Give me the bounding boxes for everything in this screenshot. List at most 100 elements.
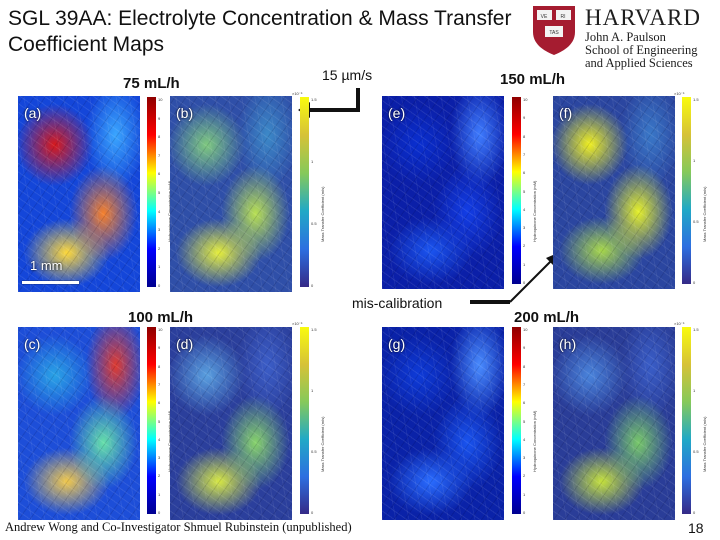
colorbar-tick: 0 xyxy=(311,283,314,288)
flow-rate-200: 200 mL/h xyxy=(514,309,580,326)
colorbar-tick: 2 xyxy=(158,473,161,479)
colorbar-tick: 5 xyxy=(158,418,161,424)
colorbar-tick: 6 xyxy=(158,171,161,177)
flow-rate-150: 150 mL/h xyxy=(500,71,566,88)
colorbar-tick: 2 xyxy=(523,243,526,249)
colorbar-tick: 8 xyxy=(158,363,161,369)
colorbar-e xyxy=(512,97,521,284)
map-panel-b: (b) xyxy=(170,96,292,292)
colorbar-tick: 3 xyxy=(158,227,161,233)
colorbar-tick: 0 xyxy=(523,510,526,515)
colorbar-b xyxy=(300,97,309,287)
map-panel-a: (a) xyxy=(18,96,140,292)
colorbar-tick: 5 xyxy=(523,418,526,424)
scale-bar xyxy=(22,281,79,284)
miscalibration-label: mis-calibration xyxy=(352,295,443,311)
flow-rate-75: 75 mL/h xyxy=(123,75,180,92)
colorbar-tick: 0.5 xyxy=(311,221,317,226)
map-panel-f: (f) xyxy=(553,96,675,289)
colorbar-tick: 3 xyxy=(158,455,161,461)
map-panel-d: (d) xyxy=(170,327,292,520)
colorbar-tick: 10 xyxy=(523,97,528,102)
colorbar-tick: 5 xyxy=(523,188,526,194)
colorbar-tick: 10 xyxy=(158,97,163,102)
colorbar-tick: 7 xyxy=(158,381,161,387)
colorbar-tick: 10 xyxy=(523,327,528,332)
colorbar-axis-label: Mass Transfer Coefficient (m/s) xyxy=(320,416,325,473)
slide-title: SGL 39AA: Electrolyte Concentration & Ma… xyxy=(8,7,512,56)
colorbar-tick: 3 xyxy=(523,455,526,461)
colorbar-tick: 1 xyxy=(523,261,526,267)
colorbar-tick: 3 xyxy=(523,225,526,231)
colorbar-tick: 1 xyxy=(693,158,696,163)
colorbar-d xyxy=(300,327,309,514)
colorbar-tick: 6 xyxy=(523,170,526,176)
colorbar-tick: 8 xyxy=(523,133,526,139)
colorbar-axis-label: Hydroquinone Concentration (mM) xyxy=(532,180,537,242)
colorbar-tick: 1 xyxy=(311,159,314,164)
colorbar-tick: 0 xyxy=(693,280,696,285)
colorbar-tick: 5 xyxy=(158,190,161,195)
colorbar-axis-label: Mass Transfer Coefficient (m/s) xyxy=(702,186,707,243)
harvard-wordmark: HARVARD xyxy=(585,5,701,30)
colorbar-tick: 1 xyxy=(693,388,696,393)
colorbar-tick: 8 xyxy=(158,134,161,140)
colorbar-tick: 9 xyxy=(523,115,526,121)
colorbar-tick: 1.5 xyxy=(311,327,317,332)
fiber-texture xyxy=(553,327,675,520)
colorbar-tick: 7 xyxy=(523,381,526,387)
map-panel-c: (c) xyxy=(18,327,140,520)
colorbar-tick: 0 xyxy=(158,283,161,288)
panel-label-c: (c) xyxy=(24,336,41,352)
colorbar-tick: 1 xyxy=(158,491,161,497)
panel-label-f: (f) xyxy=(559,105,573,121)
panel-label-d: (d) xyxy=(176,336,194,352)
svg-text:VE: VE xyxy=(541,14,548,20)
colorbar-tick: 9 xyxy=(158,345,161,351)
colorbar-f xyxy=(682,97,691,284)
colorbar-tick: 6 xyxy=(158,400,161,406)
colorbar-exponent: ×10⁻⁵ xyxy=(674,91,685,96)
fiber-texture xyxy=(553,96,675,289)
colorbar-tick: 1 xyxy=(158,264,161,270)
colorbar-h xyxy=(682,327,691,514)
fiber-texture xyxy=(18,96,140,292)
velocity-label: 15 µm/s xyxy=(322,67,373,83)
colorbar-tick: 2 xyxy=(523,473,526,479)
map-panel-e: (e) xyxy=(382,96,504,289)
colorbar-axis-label: Mass Transfer Coefficient (m/s) xyxy=(702,416,707,473)
colorbar-tick: 4 xyxy=(158,208,161,214)
colorbar-tick: 4 xyxy=(158,436,161,442)
colorbar-tick: 1 xyxy=(311,388,314,393)
colorbar-tick: 0 xyxy=(311,510,314,515)
colorbar-tick: 7 xyxy=(523,151,526,157)
colorbar-a xyxy=(147,97,156,287)
colorbar-tick: 9 xyxy=(523,345,526,351)
map-panel-h: (h) xyxy=(553,327,675,520)
colorbar-tick: 2 xyxy=(158,245,161,251)
colorbar-tick: 1.5 xyxy=(693,97,699,102)
colorbar-tick: 6 xyxy=(523,400,526,406)
colorbar-tick: 1.5 xyxy=(693,327,699,332)
panel-label-e: (e) xyxy=(388,105,406,121)
colorbar-exponent: ×10⁻⁵ xyxy=(292,91,303,96)
colorbar-tick: 4 xyxy=(523,436,526,442)
panel-label-a: (a) xyxy=(24,105,42,121)
colorbar-tick: 0.5 xyxy=(693,449,699,454)
colorbar-tick: 0.5 xyxy=(311,449,317,454)
page-number: 18 xyxy=(688,520,704,536)
colorbar-tick: 0 xyxy=(523,280,526,285)
school-line-2: School of Engineering xyxy=(585,43,698,57)
colorbar-tick: 10 xyxy=(158,327,163,332)
school-line-3: and Applied Sciences xyxy=(585,56,693,70)
map-panel-g: (g) xyxy=(382,327,504,520)
fiber-texture xyxy=(18,327,140,520)
colorbar-exponent: ×10⁻⁵ xyxy=(292,321,303,326)
fiber-texture xyxy=(170,96,292,292)
colorbar-tick: 0.5 xyxy=(693,219,699,224)
harvard-shield-icon: VE RI TAS xyxy=(533,6,575,55)
svg-text:RI: RI xyxy=(561,14,566,20)
colorbar-tick: 0 xyxy=(693,510,696,515)
fiber-texture xyxy=(382,96,504,289)
scale-bar-label: 1 mm xyxy=(30,258,63,273)
